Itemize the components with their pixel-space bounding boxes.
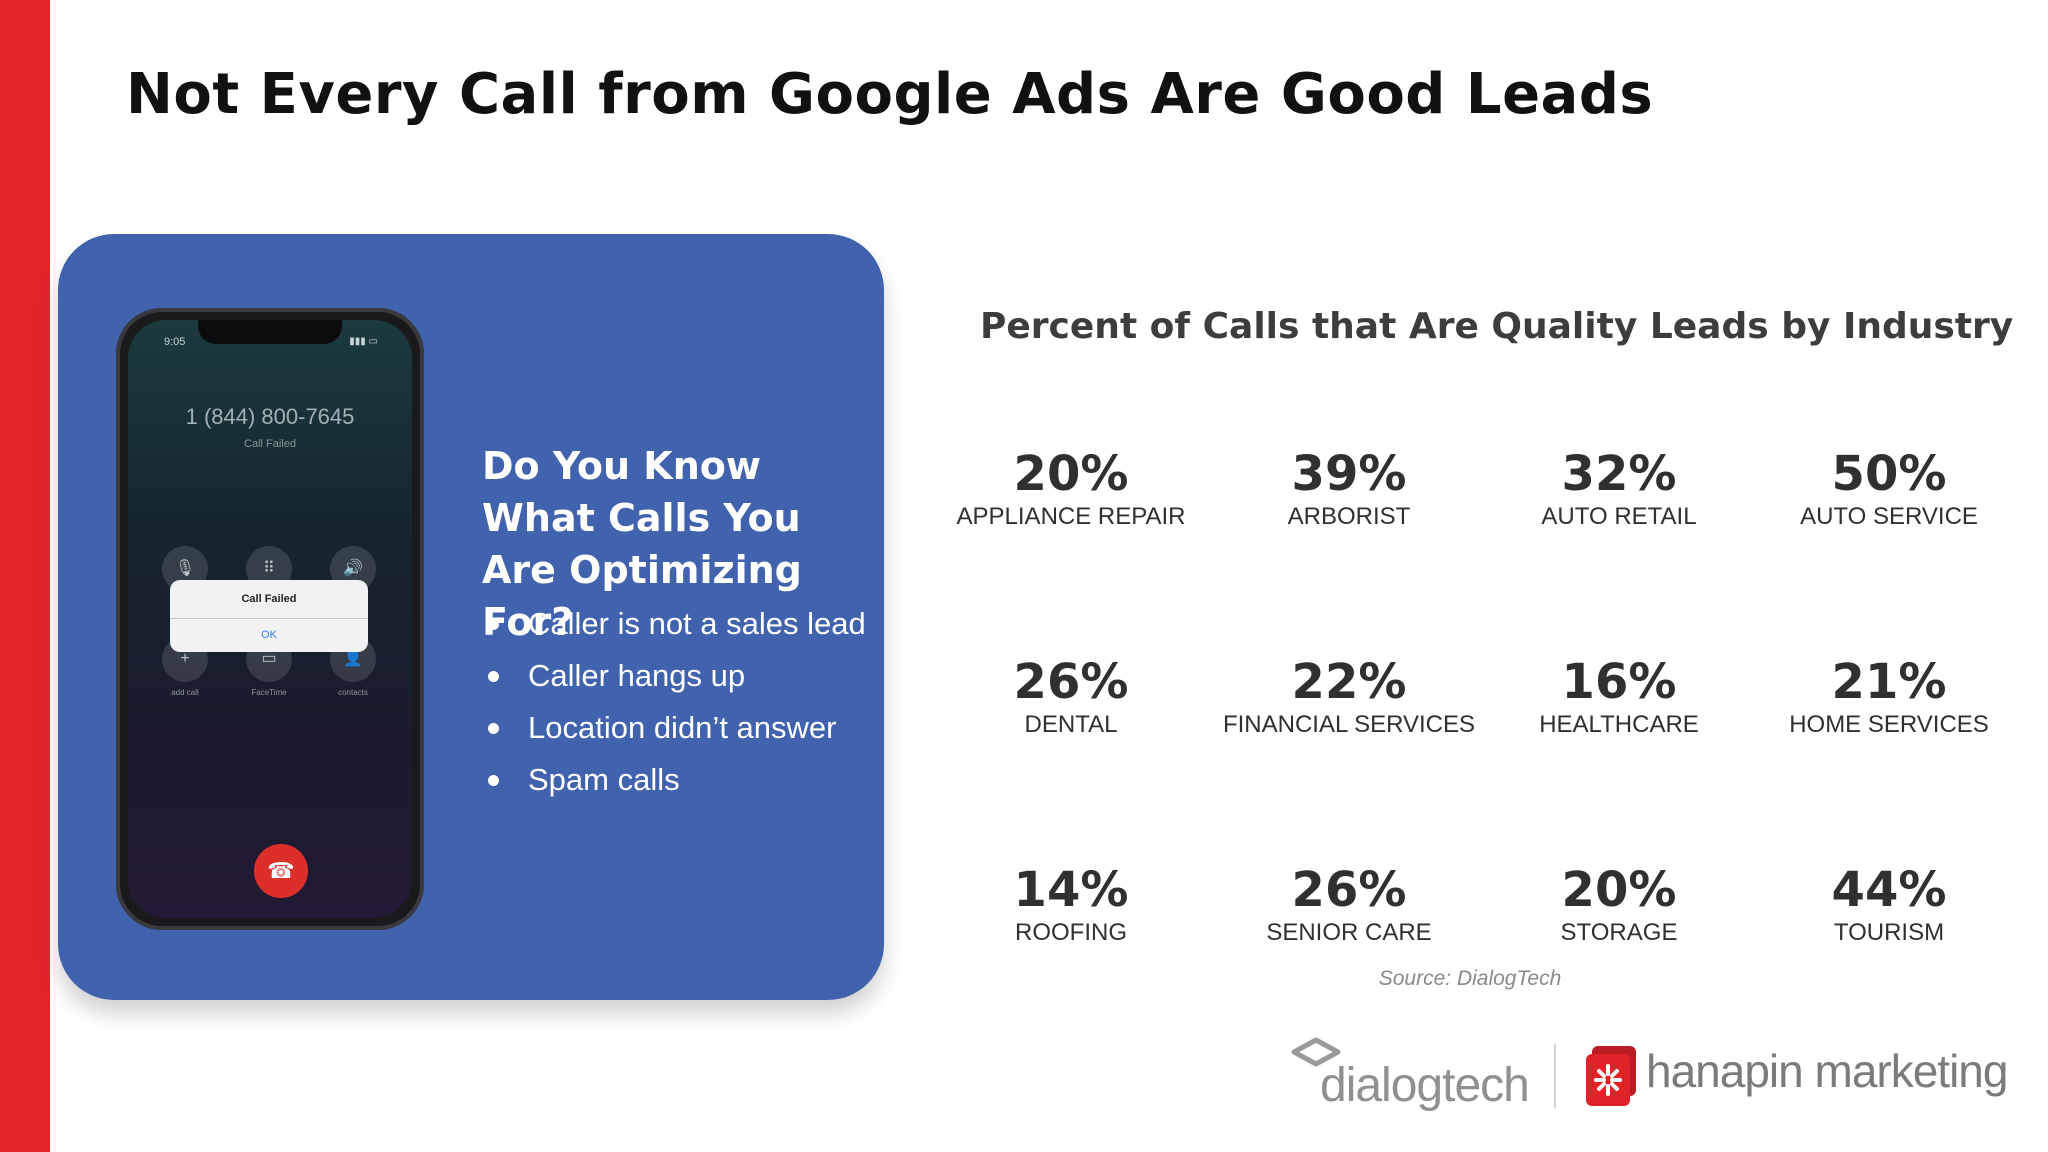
list-item: Caller hangs up: [486, 650, 866, 702]
signal-battery-icon: ▮▮▮ ▭: [349, 336, 378, 347]
stat-value: 39%: [1291, 446, 1407, 502]
stat-dental: 26% DENTAL: [926, 654, 1216, 740]
stat-value: 22%: [1291, 654, 1407, 710]
stat-value: 21%: [1831, 654, 1947, 710]
stat-appliance-repair: 20% APPLIANCE REPAIR: [926, 446, 1216, 532]
phone-illustration: 9:05 ▮▮▮ ▭ 1 (844) 800-7645 Call Failed …: [116, 308, 424, 930]
call-failed-dialog: Call Failed OK: [170, 580, 368, 652]
phone-notch: [198, 320, 342, 344]
stat-value: 26%: [1013, 654, 1129, 710]
stat-financial-services: 22% FINANCIAL SERVICES: [1204, 654, 1494, 740]
dialogtech-logo-icon: [1291, 1037, 1341, 1067]
dialog-title: Call Failed: [170, 580, 368, 619]
list-item: Location didn’t answer: [486, 702, 866, 754]
stat-senior-care: 26% SENIOR CARE: [1204, 862, 1494, 948]
stat-label: STORAGE: [1560, 919, 1678, 946]
stat-label: AUTO SERVICE: [1800, 503, 1978, 530]
stat-roofing: 14% ROOFING: [926, 862, 1216, 948]
stat-label: HEALTHCARE: [1539, 711, 1699, 738]
hanapin-logo-icon: [1586, 1046, 1636, 1106]
stat-value: 32%: [1561, 446, 1677, 502]
stat-value: 14%: [1013, 862, 1129, 918]
stat-value: 26%: [1291, 862, 1407, 918]
stat-label: DENTAL: [1024, 711, 1118, 738]
card-heading: Do You Know What Calls You Are Optimizin…: [482, 444, 802, 644]
add-call-label: add call: [171, 688, 199, 697]
stat-label: ARBORIST: [1287, 503, 1411, 530]
stat-arborist: 39% ARBORIST: [1204, 446, 1494, 532]
list-item: Caller is not a sales lead: [486, 598, 866, 650]
stat-value: 50%: [1831, 446, 1947, 502]
page-title: Not Every Call from Google Ads Are Good …: [126, 62, 1654, 127]
stat-label: APPLIANCE REPAIR: [956, 503, 1186, 530]
reasons-list: Caller is not a sales lead Caller hangs …: [486, 598, 866, 806]
phone-status-time: 9:05: [164, 336, 186, 348]
stat-label: SENIOR CARE: [1266, 919, 1432, 946]
stat-label: TOURISM: [1833, 919, 1945, 946]
hanapin-logo: hanapin marketing: [1646, 1045, 2008, 1097]
contacts-label: contacts: [338, 688, 368, 697]
dialogtech-logo: dialogtech: [1320, 1059, 1530, 1112]
phone-number: 1 (844) 800-7645: [185, 404, 355, 429]
stat-value: 20%: [1561, 862, 1677, 918]
list-item: Spam calls: [486, 754, 866, 806]
stat-value: 16%: [1561, 654, 1677, 710]
stat-value: 20%: [1013, 446, 1129, 502]
stat-label: FINANCIAL SERVICES: [1222, 711, 1476, 738]
stat-auto-service: 50% AUTO SERVICE: [1744, 446, 2034, 532]
stat-healthcare: 16% HEALTHCARE: [1474, 654, 1764, 740]
info-card: 9:05 ▮▮▮ ▭ 1 (844) 800-7645 Call Failed …: [58, 234, 884, 1000]
stat-storage: 20% STORAGE: [1474, 862, 1764, 948]
stats-title: Percent of Calls that Are Quality Leads …: [980, 306, 2014, 347]
stat-label: HOME SERVICES: [1789, 711, 1989, 738]
facetime-label: FaceTime: [251, 688, 287, 697]
stat-label: AUTO RETAIL: [1541, 503, 1697, 530]
stat-auto-retail: 32% AUTO RETAIL: [1474, 446, 1764, 532]
dialog-ok-button: OK: [261, 629, 277, 641]
accent-bar: [0, 0, 50, 1152]
stat-tourism: 44% TOURISM: [1744, 862, 2034, 948]
source-note: Source: DialogTech: [1378, 967, 1562, 990]
stat-home-services: 21% HOME SERVICES: [1744, 654, 2034, 740]
phone-screen: 9:05 ▮▮▮ ▭ 1 (844) 800-7645 Call Failed …: [128, 320, 412, 918]
stat-value: 44%: [1831, 862, 1947, 918]
logo-divider: [1554, 1044, 1556, 1108]
hangup-icon: ☎: [254, 844, 308, 898]
stat-label: ROOFING: [1015, 919, 1127, 946]
phone-call-status: Call Failed: [244, 438, 296, 450]
